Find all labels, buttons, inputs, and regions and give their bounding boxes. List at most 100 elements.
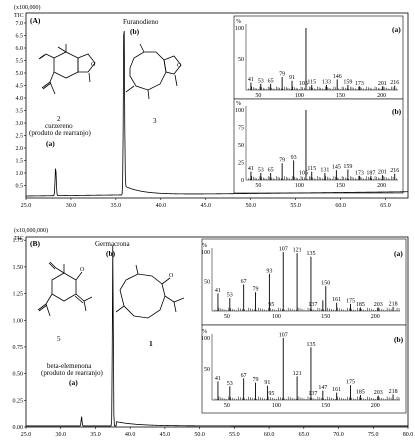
ms-peak-label: 65: [268, 78, 274, 84]
panel-b-tic: TIC: [14, 236, 24, 242]
ms-y-tick-label: 50: [238, 143, 244, 149]
ms-y-tick-label: 50: [238, 57, 244, 63]
x-tick-label: 65.0: [380, 203, 391, 209]
y-tick-label: 2.5: [16, 134, 24, 140]
ms-peak-label: 201: [378, 81, 387, 87]
x-tick-label: 40.0: [125, 432, 136, 438]
panel-a-scale: (x100,000): [14, 4, 41, 11]
ms-x-tick-label: 100: [272, 403, 281, 409]
ms-peak-label: 218: [389, 301, 398, 307]
structure-curzerene: O: [38, 44, 96, 95]
panel-a-compound-2-num: 2: [57, 115, 61, 123]
panel-a-peak-b-name: Furanodieno: [123, 18, 159, 26]
panel-a-compound-2-note: (produto de rearranjo): [29, 129, 91, 137]
y-tick-label: 1.75: [13, 238, 24, 244]
panel-b-peak-b-label: (b): [106, 249, 116, 258]
ms-peak-label: 173: [355, 81, 364, 87]
panel-b-scale: (x10,000,000): [14, 227, 48, 234]
x-tick-label: 65.0: [299, 432, 310, 438]
y-tick-label: 1.25: [13, 292, 24, 298]
ms-peak-label: 216: [390, 80, 399, 86]
ms-peak-label: 41: [248, 166, 254, 172]
ms-peak-label: 41: [215, 376, 221, 382]
ms-peak-label: 67: [241, 279, 247, 285]
ms-peak-label: 135: [306, 251, 315, 257]
ms-x-tick-label: 200: [377, 93, 386, 99]
panel-b-compound-5-num: 5: [57, 335, 61, 343]
ms-y-tick-label: 50: [204, 280, 210, 286]
panel-a-tic: TIC: [14, 13, 24, 19]
x-tick-label: 60.0: [264, 432, 275, 438]
ms-peak-label: 216: [390, 168, 399, 174]
panel-a-compound-3-num: 3: [153, 117, 157, 125]
structure-germacrone: O: [115, 264, 185, 319]
ms-peak-label: 115: [307, 80, 316, 86]
panel-b-frame: [25, 236, 409, 428]
x-tick-label: 50.0: [245, 203, 256, 209]
y-tick-label: 1.5: [16, 159, 24, 165]
y-tick-label: 4.0: [16, 96, 24, 102]
ms-x-tick-label: 200: [377, 183, 386, 189]
x-tick-label: 45.0: [160, 432, 171, 438]
ms-peak-label: 115: [307, 166, 316, 172]
panel-a-inset-a-frame: [233, 15, 404, 100]
ms-inset-label: (a): [392, 25, 401, 34]
ms-y-title: %: [202, 243, 207, 249]
ms-peak-label: 53: [227, 381, 233, 387]
x-tick-label: 55.0: [229, 432, 240, 438]
y-tick-label: 0.25: [13, 398, 24, 404]
ms-x-tick-label: 150: [336, 93, 345, 99]
ms-y-tick-label: 100: [235, 108, 244, 114]
ms-x-tick-label: 150: [336, 183, 345, 189]
ms-peak-label: 145: [332, 165, 341, 171]
ms-peak-label: 93: [266, 268, 272, 274]
x-tick-label: 25.0: [21, 432, 32, 438]
ms-y-tick-label: 100: [201, 336, 210, 342]
ms-peak-label: 175: [346, 380, 355, 386]
ms-y-title: %: [236, 101, 241, 107]
x-tick-label: 25.0: [21, 203, 32, 209]
x-tick-label: 40.0: [156, 203, 167, 209]
y-tick-label: 1.0: [16, 171, 24, 177]
ms-peak-label: 53: [258, 168, 264, 174]
y-tick-label: 1.00: [13, 318, 24, 324]
svg-text:O: O: [177, 63, 182, 69]
ms-x-tick-label: 200: [371, 314, 380, 320]
y-tick-label: 5.5: [16, 59, 24, 65]
ms-peak-label: 201: [378, 170, 387, 176]
panel-b-compound-5-note: (produto de rearranjo): [41, 369, 103, 377]
panel-b-peak-b-name: Germacrona: [95, 240, 130, 248]
ms-peak-label: 65: [268, 168, 274, 174]
ms-y-tick-label: 25: [238, 161, 244, 167]
y-tick-label: 2.0: [16, 146, 24, 152]
ms-peak-label: 161: [332, 297, 341, 303]
panel-b-inset-b-frame: [201, 324, 407, 414]
tic-trace: [26, 245, 408, 427]
ms-inset-label: (b): [392, 107, 402, 116]
ms-x-tick-label: 200: [371, 403, 380, 409]
ms-peak-label: 137: [308, 302, 317, 308]
ms-y-tick-label: 75: [238, 126, 244, 132]
ms-peak-label: 41: [248, 77, 254, 83]
ms-peak-label: 185: [356, 302, 365, 308]
ms-peak-label: 203: [374, 390, 383, 396]
ms-peak-label: 95: [268, 391, 274, 397]
ms-peak-label: 105: [299, 81, 308, 87]
y-tick-label: 3.5: [16, 109, 24, 115]
ms-x-tick-label: 150: [321, 314, 330, 320]
ms-peak-label: 218: [389, 389, 398, 395]
ms-x-tick-label: 100: [295, 93, 304, 99]
ms-x-tick-label: 50: [224, 403, 230, 409]
panel-a-inset-b-frame: [233, 98, 404, 194]
panel-b-peak-a-label: (a): [69, 378, 78, 387]
y-tick-label: 7.0: [16, 21, 24, 27]
chart-marks: 0.5 1.0 1.5 2.0 2.5 3.0 3.5 4.0 4.5 5.0 5.5 6.0 6.5 7…: [13, 19, 414, 438]
ms-x-tick-label: 50: [224, 314, 230, 320]
ms-y-tick-label: 0: [241, 178, 244, 184]
tic-trace: [25, 30, 409, 197]
y-tick-label: 6.5: [16, 34, 24, 40]
ms-y-title: %: [236, 19, 241, 25]
ms-peak-label: 133: [322, 80, 331, 86]
ms-peak-label: 79: [253, 287, 259, 293]
